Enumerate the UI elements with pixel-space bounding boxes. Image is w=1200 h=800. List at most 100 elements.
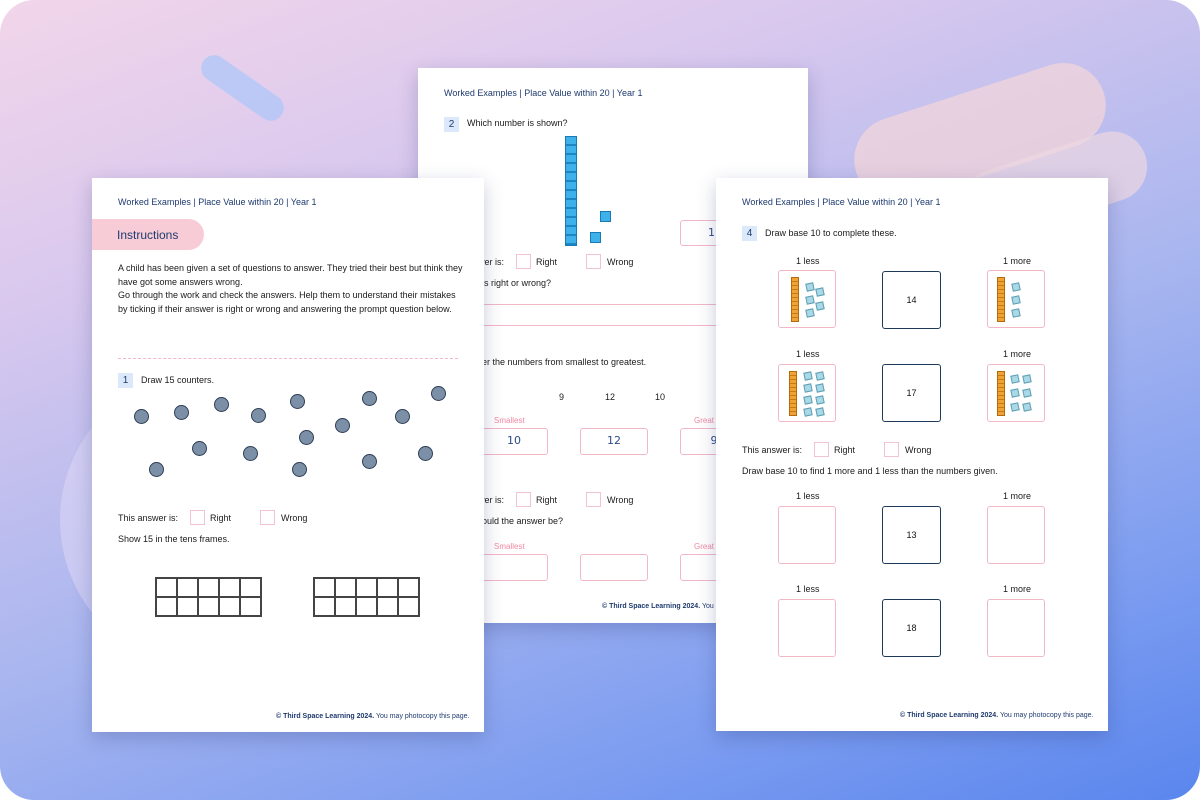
question-number: 2 <box>444 117 459 132</box>
one-more-box[interactable] <box>987 506 1045 564</box>
instructions-tab: Instructions <box>92 219 204 250</box>
page-footer: © Third Space Learning 2024. You may pho… <box>900 712 1094 719</box>
right-checkbox[interactable] <box>190 510 205 525</box>
one-more-box[interactable] <box>987 270 1045 328</box>
ten-rod-icon <box>789 371 797 416</box>
question-text: Which number is shown? <box>467 118 568 128</box>
unit-cube-icon <box>805 308 815 318</box>
unit-cube-icon <box>1010 374 1020 384</box>
unit-cube-icon <box>815 395 825 405</box>
handwritten-answer: 9 <box>710 434 718 447</box>
wrong-checkbox[interactable] <box>884 442 899 457</box>
unit-cube-icon <box>803 407 813 417</box>
number-item: 10 <box>655 392 666 402</box>
one-less-label: 1 less <box>796 491 820 501</box>
wrong-checkbox[interactable] <box>586 254 601 269</box>
counter <box>290 394 305 409</box>
number-box: 17 <box>882 364 941 422</box>
question-number: 1 <box>118 373 133 388</box>
unit-cube-icon <box>803 383 813 393</box>
right-checkbox[interactable] <box>516 492 531 507</box>
number-item: 12 <box>605 392 616 402</box>
answer-label: This answer is: <box>118 513 179 523</box>
one-more-box[interactable] <box>987 599 1045 657</box>
right-checkbox[interactable] <box>814 442 829 457</box>
question-number: 4 <box>742 226 757 241</box>
question-text: Show 15 in the tens frames. <box>118 534 230 544</box>
unit-cube-icon <box>1011 282 1021 292</box>
one-less-box[interactable] <box>778 506 836 564</box>
counter <box>174 405 189 420</box>
worksheet-page-left: Worked Examples | Place Value within 20 … <box>92 178 484 732</box>
one-less-box[interactable] <box>778 364 836 422</box>
unit-cube-icon <box>803 395 813 405</box>
unit-cube-icon <box>600 211 611 222</box>
counter <box>299 430 314 445</box>
one-less-label: 1 less <box>796 584 820 594</box>
wrong-checkbox[interactable] <box>586 492 601 507</box>
unit-cube-icon <box>815 407 825 417</box>
question-text: Draw 15 counters. <box>141 375 215 385</box>
counter <box>362 391 377 406</box>
right-label: Right <box>536 257 558 267</box>
one-more-label: 1 more <box>1003 349 1032 359</box>
answer-label: This answer is: <box>742 445 803 455</box>
one-less-label: 1 less <box>796 256 820 266</box>
one-more-box[interactable] <box>987 364 1045 422</box>
number-item: 9 <box>559 392 565 402</box>
counter <box>395 409 410 424</box>
question-text: Draw base 10 to complete these. <box>765 228 897 238</box>
one-less-label: 1 less <box>796 349 820 359</box>
question-text: er the numbers from smallest to greatest… <box>482 357 647 367</box>
page-header: Worked Examples | Place Value within 20 … <box>118 197 317 207</box>
order-box-1[interactable] <box>480 554 548 581</box>
unit-cube-icon <box>815 371 825 381</box>
handwritten-answer: 10 <box>507 434 521 447</box>
unit-cube-icon <box>1022 374 1032 384</box>
answer-label: wer is: <box>478 257 505 267</box>
order-box-2[interactable] <box>580 554 648 581</box>
counter <box>243 446 258 461</box>
counter <box>362 454 377 469</box>
tens-frame[interactable] <box>313 577 420 617</box>
counter <box>292 462 307 477</box>
order-box-2[interactable]: 12 <box>580 428 648 455</box>
decor-shape <box>196 50 289 126</box>
page-header: Worked Examples | Place Value within 20 … <box>742 197 941 207</box>
counter <box>134 409 149 424</box>
order-box-1[interactable]: 10 <box>480 428 548 455</box>
instructions-text: A child has been given a set of question… <box>118 262 463 316</box>
unit-cube-icon <box>805 282 815 292</box>
one-more-label: 1 more <box>1003 584 1032 594</box>
smallest-label: Smallest <box>494 542 525 551</box>
page-header: Worked Examples | Place Value within 20 … <box>444 88 643 98</box>
unit-cube-icon <box>805 295 815 305</box>
one-less-box[interactable] <box>778 599 836 657</box>
answer-label: wer is: <box>478 495 505 505</box>
unit-cube-icon <box>1011 295 1021 305</box>
one-more-label: 1 more <box>1003 256 1032 266</box>
right-label: Right <box>536 495 558 505</box>
wrong-checkbox[interactable] <box>260 510 275 525</box>
one-more-label: 1 more <box>1003 491 1032 501</box>
counter <box>335 418 350 433</box>
number-box: 14 <box>882 271 941 329</box>
unit-cube-icon <box>815 383 825 393</box>
ten-rod-icon <box>791 277 799 322</box>
right-checkbox[interactable] <box>516 254 531 269</box>
ten-rod-icon <box>997 371 1005 416</box>
ten-rod-icon <box>997 277 1005 322</box>
number-box: 13 <box>882 506 941 564</box>
counter <box>418 446 433 461</box>
instructions-paragraph: A child has been given a set of question… <box>118 263 463 287</box>
unit-cube-icon <box>803 371 813 381</box>
counter <box>431 386 446 401</box>
divider <box>118 358 458 359</box>
unit-cube-icon <box>590 232 601 243</box>
right-label: Right <box>210 513 232 523</box>
one-less-box[interactable] <box>778 270 836 328</box>
wrong-label: Wrong <box>281 513 308 523</box>
greatest-label: Great <box>694 542 715 551</box>
tens-frame[interactable] <box>155 577 262 617</box>
